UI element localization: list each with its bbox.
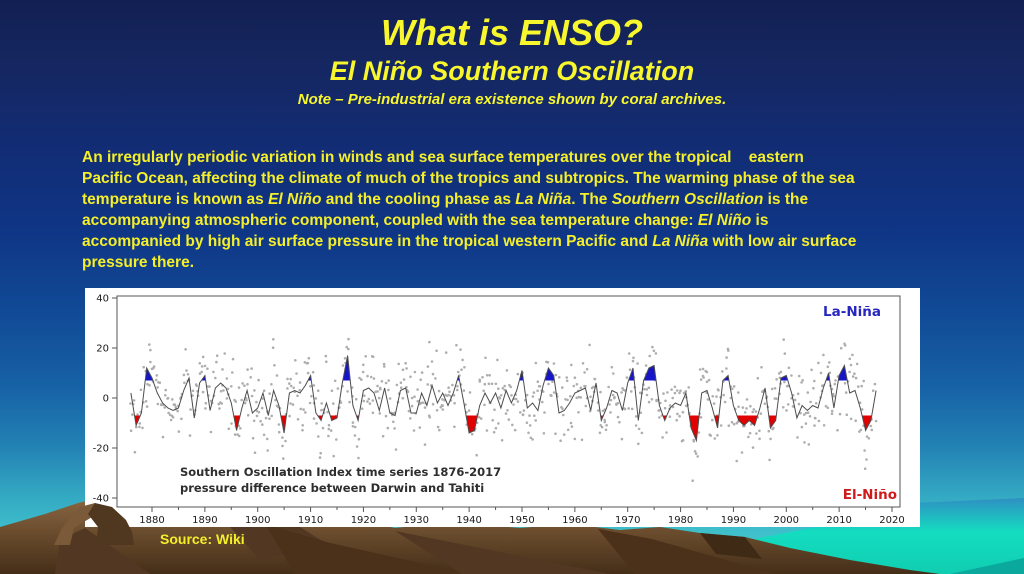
svg-text:2010: 2010 — [826, 515, 851, 526]
body-line: accompanied by high air surface pressure… — [82, 233, 857, 250]
water-dark-corner — [950, 558, 1024, 574]
body-line: An irregularly periodic variation in win… — [82, 149, 804, 166]
svg-text:1980: 1980 — [668, 515, 693, 526]
svg-text:1880: 1880 — [139, 515, 164, 526]
svg-text:1920: 1920 — [351, 515, 376, 526]
body-line: pressure there. — [82, 254, 194, 271]
svg-text:-20: -20 — [93, 444, 109, 455]
svg-text:40: 40 — [96, 294, 109, 305]
svg-text:1990: 1990 — [721, 515, 746, 526]
page-title: What is ENSO? — [380, 12, 644, 53]
body-paragraph: An irregularly periodic variation in win… — [82, 147, 982, 273]
chart-subtitle: pressure difference between Darwin and T… — [180, 481, 484, 495]
el-nino-label: El-Niño — [843, 487, 897, 503]
svg-text:1950: 1950 — [509, 515, 534, 526]
svg-text:2000: 2000 — [774, 515, 799, 526]
svg-text:1960: 1960 — [562, 515, 587, 526]
svg-text:1930: 1930 — [404, 515, 429, 526]
svg-text:20: 20 — [96, 344, 109, 355]
slide-header: What is ENSO? El Niño Southern Oscillati… — [0, 13, 1024, 108]
header-note: Note – Pre-industrial era existence show… — [297, 90, 727, 108]
source-label: Source: Wiki — [160, 531, 245, 547]
svg-text:2020: 2020 — [879, 515, 904, 526]
mountain-facet — [598, 529, 775, 574]
svg-text:1940: 1940 — [456, 515, 481, 526]
soi-chart-panel: 40 20 0 -20 -40 1880 1890 1900 1910 1920 1930 1940 1… — [85, 288, 920, 527]
la-nina-label: La-Niña — [823, 304, 881, 320]
mountain-facet — [265, 524, 470, 574]
body-line: Pacific Ocean, affecting the climate of … — [82, 170, 855, 187]
svg-text:1910: 1910 — [298, 515, 323, 526]
svg-text:1900: 1900 — [245, 515, 270, 526]
chart-title: Southern Oscillation Index time series 1… — [180, 465, 501, 479]
page-subtitle: El Niño Southern Oscillation — [329, 55, 695, 86]
svg-text:0: 0 — [103, 394, 109, 405]
body-line: accompanying atmospheric component, coup… — [82, 212, 769, 229]
svg-text:-40: -40 — [93, 494, 109, 505]
svg-text:1890: 1890 — [192, 515, 217, 526]
body-line: temperature is known as El Niño and the … — [82, 191, 809, 208]
mountain-facet — [700, 533, 762, 559]
svg-text:1970: 1970 — [615, 515, 640, 526]
soi-chart: 40 20 0 -20 -40 1880 1890 1900 1910 1920 1930 1940 1… — [93, 294, 905, 527]
mountain-facet — [395, 531, 610, 574]
